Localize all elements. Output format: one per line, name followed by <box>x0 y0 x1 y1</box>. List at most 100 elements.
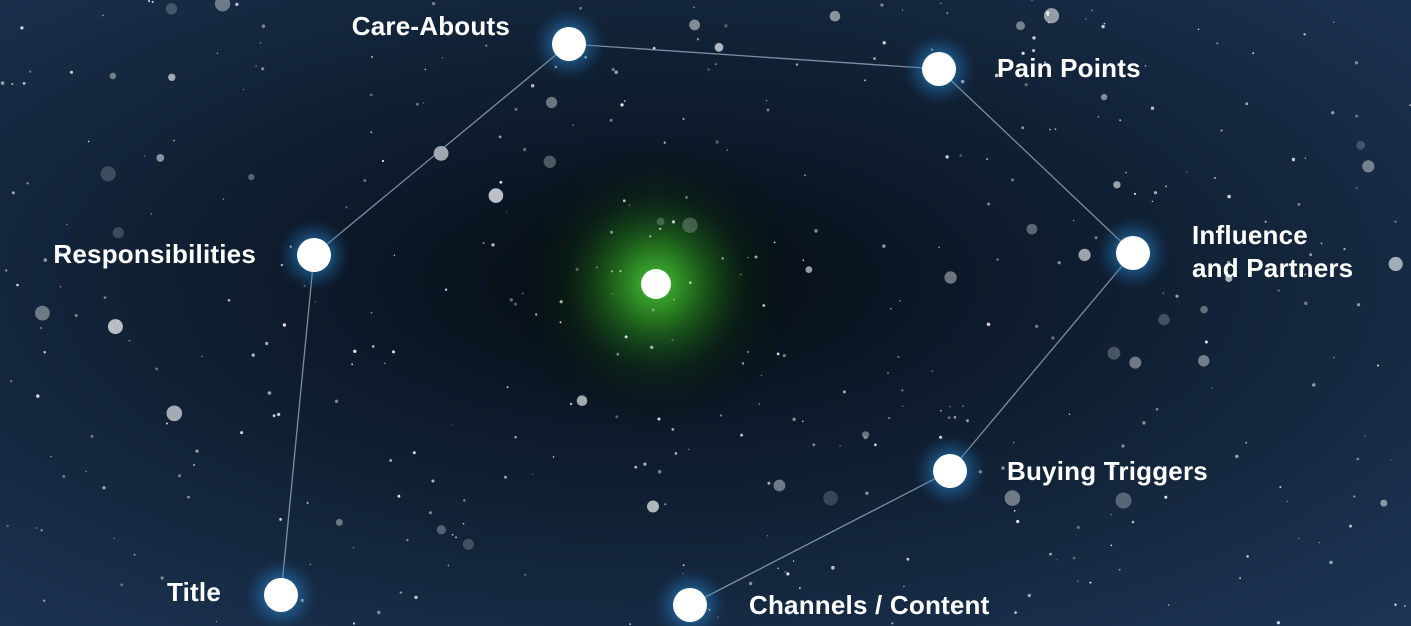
star <box>616 353 619 356</box>
star <box>455 536 457 538</box>
star <box>1304 302 1308 306</box>
star <box>1069 414 1070 415</box>
star <box>1032 36 1035 39</box>
star <box>657 218 665 226</box>
star <box>144 155 146 157</box>
star <box>890 308 892 310</box>
star <box>10 380 12 382</box>
star <box>658 418 661 421</box>
star <box>463 539 474 550</box>
star <box>1079 249 1091 261</box>
star <box>523 148 526 151</box>
star <box>50 456 51 457</box>
star <box>228 299 231 302</box>
star <box>945 155 948 158</box>
star <box>70 71 73 74</box>
star <box>996 258 999 261</box>
star <box>353 547 355 549</box>
star <box>823 491 838 506</box>
star <box>624 100 626 102</box>
star <box>864 79 866 81</box>
star <box>16 284 19 287</box>
star <box>891 622 893 624</box>
star <box>425 69 427 71</box>
star <box>715 140 718 143</box>
star <box>1287 501 1288 502</box>
star <box>671 428 674 431</box>
star <box>1355 115 1358 118</box>
star <box>1142 421 1145 424</box>
star <box>727 149 728 150</box>
star <box>1343 248 1345 250</box>
star <box>796 63 798 65</box>
star <box>134 554 136 556</box>
star <box>1333 357 1335 359</box>
star <box>173 140 175 142</box>
star <box>774 480 786 492</box>
star <box>888 417 890 419</box>
node <box>914 435 986 507</box>
star <box>767 109 770 112</box>
star <box>899 300 901 302</box>
star <box>1119 569 1121 571</box>
star <box>1125 172 1126 173</box>
star <box>504 476 507 479</box>
star <box>1132 521 1135 524</box>
star <box>85 471 87 473</box>
star <box>336 519 343 526</box>
star <box>843 390 846 393</box>
star <box>831 566 835 570</box>
star <box>448 565 450 567</box>
star <box>1353 495 1355 497</box>
star <box>762 304 765 307</box>
star <box>1152 201 1153 202</box>
star <box>1292 158 1295 161</box>
star <box>20 26 23 29</box>
star <box>902 10 903 11</box>
star <box>1162 292 1164 294</box>
star <box>370 131 372 133</box>
star <box>1355 61 1358 64</box>
star <box>66 224 67 225</box>
node-label: Responsibilities <box>53 239 256 269</box>
star <box>685 196 688 199</box>
star <box>485 45 487 47</box>
star <box>1048 21 1050 23</box>
star <box>940 3 942 5</box>
star <box>445 289 447 291</box>
star <box>1032 49 1035 52</box>
star <box>774 242 776 244</box>
star <box>628 204 630 206</box>
star <box>23 82 26 85</box>
star <box>1151 107 1154 110</box>
star <box>707 68 709 70</box>
star <box>500 181 503 184</box>
star <box>273 414 276 417</box>
star <box>766 100 767 101</box>
node <box>1097 217 1169 289</box>
star <box>416 103 419 106</box>
star <box>104 296 107 299</box>
star <box>167 406 183 422</box>
star <box>1055 128 1057 130</box>
star <box>522 293 523 294</box>
star <box>201 356 202 357</box>
node-label: Pain Points <box>997 53 1141 83</box>
star <box>515 108 518 111</box>
star <box>1014 611 1017 614</box>
star <box>463 499 465 501</box>
star <box>1319 542 1320 543</box>
star <box>353 622 355 624</box>
star <box>747 257 748 258</box>
star <box>1168 604 1169 605</box>
star <box>873 57 876 60</box>
star <box>217 52 219 54</box>
star <box>41 529 43 531</box>
star <box>740 274 741 275</box>
node-label: Title <box>167 577 221 607</box>
star <box>689 20 700 31</box>
star <box>155 368 158 371</box>
star <box>113 227 124 238</box>
star <box>363 179 366 182</box>
star <box>966 419 969 422</box>
